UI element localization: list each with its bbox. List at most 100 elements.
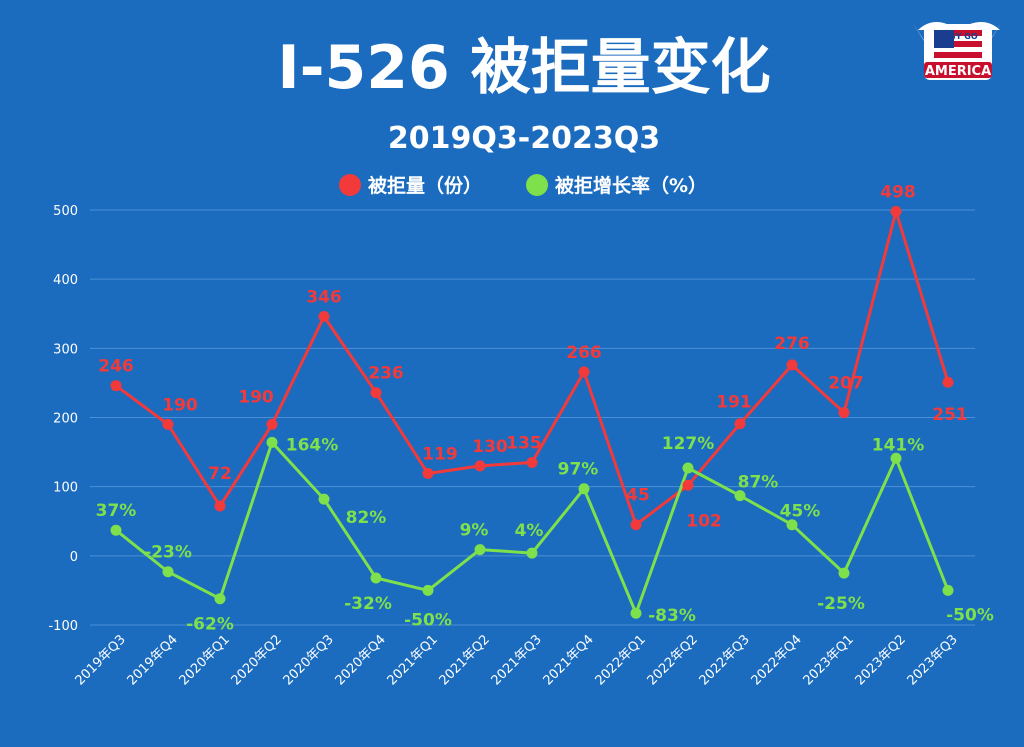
data-label: 191 <box>716 393 752 413</box>
data-label: 276 <box>774 334 810 354</box>
data-label: -23% <box>144 543 192 563</box>
data-label: 251 <box>932 405 968 425</box>
data-point <box>734 418 746 430</box>
data-label: 164% <box>286 435 339 455</box>
x-tick-label: 2021年Q4 <box>541 632 597 688</box>
data-label: -25% <box>817 594 865 614</box>
x-tick-label: 2020年Q2 <box>229 632 285 688</box>
x-tick-label: 2020年Q1 <box>177 632 233 688</box>
data-point <box>266 418 278 430</box>
data-label: 130 <box>472 437 508 457</box>
data-label: 119 <box>422 445 458 465</box>
data-label: 97% <box>558 460 599 480</box>
data-label: 72 <box>208 464 232 484</box>
x-tick-label: 2022年Q3 <box>697 632 753 688</box>
data-label: 498 <box>880 182 916 202</box>
data-point <box>682 479 694 491</box>
data-point <box>162 418 174 430</box>
data-label: 246 <box>98 357 134 377</box>
x-tick-label: 2023年Q1 <box>801 632 857 688</box>
data-label: 135 <box>506 433 542 453</box>
y-tick-label: 200 <box>53 412 78 427</box>
data-point <box>110 380 122 392</box>
data-point <box>370 387 382 399</box>
data-label: -50% <box>946 605 994 625</box>
data-label: -62% <box>186 615 234 635</box>
data-point <box>786 519 798 531</box>
data-point <box>266 436 278 448</box>
data-point <box>838 567 850 579</box>
data-label: 37% <box>96 501 137 521</box>
data-label: 190 <box>238 387 274 407</box>
data-label: -83% <box>648 606 696 626</box>
chart-subtitle: 2019Q3-2023Q3 <box>388 121 660 156</box>
series-line-0 <box>115 209 950 527</box>
x-tick-label: 2021年Q2 <box>437 632 493 688</box>
y-tick-label: 400 <box>53 273 78 288</box>
data-label: 45 <box>626 486 650 506</box>
data-point <box>578 366 590 378</box>
data-point <box>890 205 902 217</box>
y-axis: -100 0 100 200 300 400 500 <box>48 204 78 634</box>
data-label: 190 <box>162 395 198 415</box>
data-point <box>110 524 122 536</box>
data-point <box>630 607 642 619</box>
y-tick-label: 300 <box>53 342 78 357</box>
data-point <box>630 519 642 531</box>
y-tick-label: 100 <box>53 481 78 496</box>
chart-title: I-526 被拒量变化 <box>277 33 770 103</box>
data-label: 141% <box>872 435 925 455</box>
data-label: 127% <box>662 434 715 454</box>
legend-marker-growth <box>526 174 548 196</box>
x-tick-label: 2022年Q1 <box>593 632 649 688</box>
data-point <box>370 572 382 584</box>
data-label: 102 <box>686 511 722 531</box>
data-label: 207 <box>828 374 864 394</box>
data-point <box>786 359 798 371</box>
data-label: 87% <box>738 473 779 493</box>
data-point <box>422 584 434 596</box>
data-point <box>422 468 434 480</box>
x-tick-label: 2021年Q3 <box>489 632 545 688</box>
y-tick-label: -100 <box>48 619 78 634</box>
y-tick-label: 0 <box>70 550 78 565</box>
y-tick-label: 500 <box>53 204 78 219</box>
easy-go-america-logo: EASY GO AMERICA <box>912 22 1002 80</box>
x-tick-label: 2022年Q2 <box>645 632 701 688</box>
data-point <box>942 584 954 596</box>
data-label: 9% <box>460 521 489 541</box>
x-tick-label: 2022年Q4 <box>749 632 805 688</box>
legend-marker-rejections <box>339 174 361 196</box>
legend-label-growth: 被拒增长率（%） <box>555 174 707 197</box>
logo-small-text: EASY GO <box>938 32 978 41</box>
data-point <box>318 493 330 505</box>
data-point <box>578 483 590 495</box>
data-point <box>838 407 850 419</box>
data-point <box>474 460 486 472</box>
data-point <box>682 462 694 474</box>
data-point <box>214 500 226 512</box>
data-point <box>942 376 954 388</box>
data-point <box>526 456 538 468</box>
data-point <box>318 311 330 323</box>
x-tick-label: 2023年Q2 <box>853 632 909 688</box>
data-point <box>214 593 226 605</box>
data-point <box>526 547 538 559</box>
data-label: 346 <box>306 288 342 308</box>
grid <box>90 209 975 626</box>
data-label: 82% <box>346 508 387 528</box>
x-axis: 2019年Q32019年Q42020年Q12020年Q22020年Q32020年… <box>73 632 961 688</box>
x-tick-label: 2020年Q3 <box>281 632 337 688</box>
logo-text: AMERICA <box>925 64 991 79</box>
data-point <box>162 566 174 578</box>
data-label: 4% <box>515 521 544 541</box>
x-tick-label: 2023年Q3 <box>905 632 961 688</box>
x-tick-label: 2019年Q3 <box>73 632 129 688</box>
data-label: 45% <box>780 502 821 522</box>
x-tick-label: 2021年Q1 <box>385 632 441 688</box>
data-label: 236 <box>368 364 404 384</box>
legend: 被拒量（份） 被拒增长率（%） <box>339 174 707 197</box>
data-label: -50% <box>404 610 452 630</box>
